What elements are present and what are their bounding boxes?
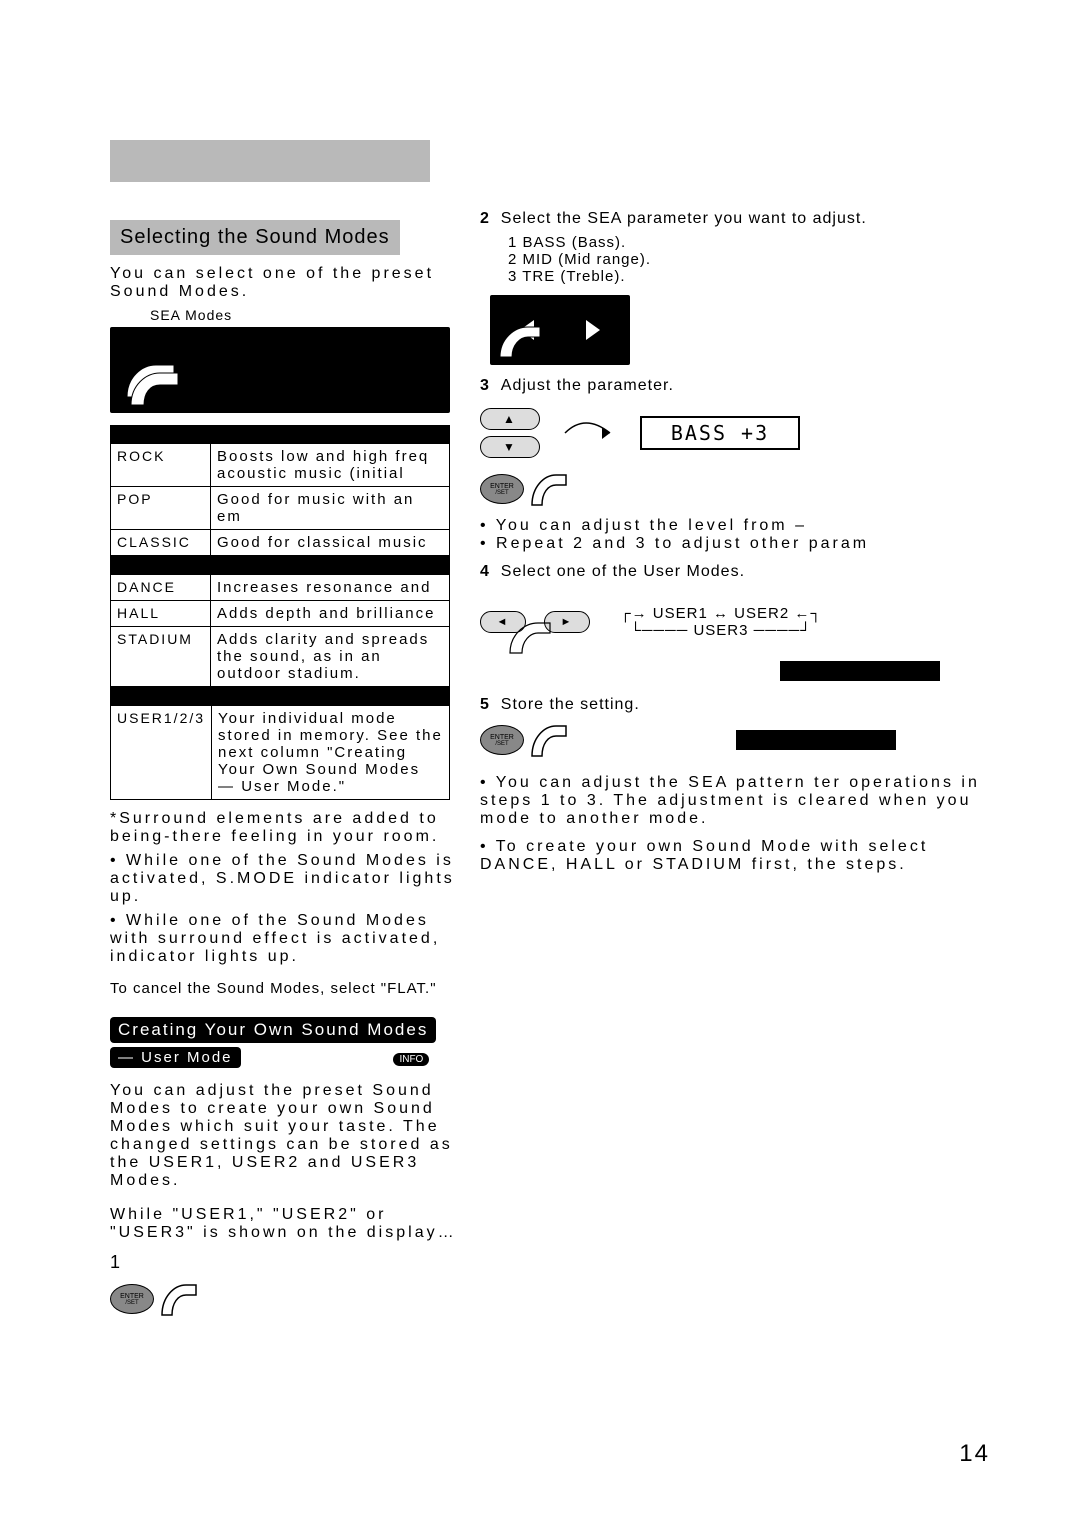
step-2-text: Select the SEA parameter you want to adj… bbox=[501, 210, 867, 227]
table-header-1 bbox=[110, 425, 450, 443]
sea-modes-label: SEA Modes bbox=[150, 307, 470, 323]
param-bass: 1 BASS (Bass). bbox=[508, 234, 1000, 251]
set-label: /SET bbox=[125, 1300, 138, 1306]
enter-set-button[interactable]: ENTER /SET bbox=[110, 1284, 154, 1314]
up-button[interactable]: ▲ bbox=[480, 408, 540, 430]
black-strip-1 bbox=[780, 661, 940, 681]
step-3-text: Adjust the parameter. bbox=[501, 377, 674, 394]
mode-desc: Adds clarity and spreads the sound, as i… bbox=[211, 627, 450, 687]
set-label: /SET bbox=[495, 741, 508, 747]
table-header-3 bbox=[110, 687, 450, 705]
section-title: Selecting the Sound Modes bbox=[110, 220, 400, 255]
mode-desc: Boosts low and high freq acoustic music … bbox=[211, 444, 450, 487]
smode-note: • While one of the Sound Modes is activa… bbox=[110, 852, 470, 906]
enter-label: ENTER bbox=[490, 483, 514, 490]
top-gray-bar bbox=[110, 140, 430, 182]
mode-name: DANCE bbox=[111, 575, 211, 601]
intro-text: You can select one of the preset Sound M… bbox=[110, 265, 470, 301]
mode-desc: Increases resonance and bbox=[211, 575, 450, 601]
param-mid: 2 MID (Mid range). bbox=[508, 251, 1000, 268]
step-5-text: Store the setting. bbox=[501, 696, 640, 713]
enter-set-button[interactable]: ENTER /SET bbox=[480, 474, 524, 504]
level-note: • You can adjust the level from – bbox=[480, 517, 1000, 535]
set-label: /SET bbox=[495, 490, 508, 496]
step-1-number: 1 bbox=[110, 1252, 470, 1273]
step-2: 2 Select the SEA parameter you want to a… bbox=[480, 210, 1000, 228]
surround-indicator-note: • While one of the Sound Modes with surr… bbox=[110, 912, 470, 966]
hand-icon bbox=[160, 1279, 200, 1319]
enter-set-button[interactable]: ENTER /SET bbox=[480, 725, 524, 755]
surround-create-note: • To create your own Sound Mode with sel… bbox=[480, 838, 1000, 874]
page-number: 14 bbox=[959, 1440, 990, 1468]
mode-name: HALL bbox=[111, 601, 211, 627]
user-mode-cycle: ┌→ USER1 ↔ USER2 ←┐ └──── USER3 ────┘ bbox=[620, 605, 822, 639]
create-body-1: You can adjust the preset Sound Modes to… bbox=[110, 1082, 470, 1190]
table-row: DANCE Increases resonance and bbox=[111, 575, 450, 601]
finger-icon bbox=[122, 357, 182, 405]
mode-name: USER1/2/3 bbox=[111, 706, 212, 800]
table-header-2 bbox=[110, 556, 450, 574]
mode-name: CLASSIC bbox=[111, 530, 211, 556]
mode-desc: Your individual mode stored in memory. S… bbox=[212, 706, 450, 800]
down-button[interactable]: ▼ bbox=[480, 436, 540, 458]
step-3: 3 Adjust the parameter. bbox=[480, 377, 1000, 395]
pattern-note: • You can adjust the SEA pattern ter ope… bbox=[480, 774, 1000, 828]
table-row: CLASSIC Good for classical music bbox=[111, 530, 450, 556]
mode-desc: Adds depth and brilliance bbox=[211, 601, 450, 627]
table-row: ROCK Boosts low and high freq acoustic m… bbox=[111, 444, 450, 487]
enter-label: ENTER bbox=[490, 734, 514, 741]
create-subtitle: — User Mode bbox=[110, 1047, 241, 1068]
hand-icon bbox=[530, 720, 570, 760]
cancel-text: To cancel the Sound Modes, select "FLAT.… bbox=[110, 980, 470, 997]
sound-modes-table: ROCK Boosts low and high freq acoustic m… bbox=[110, 443, 450, 556]
info-badge: INFO bbox=[393, 1053, 429, 1066]
hand-icon bbox=[530, 469, 570, 509]
hand-icon bbox=[480, 587, 590, 657]
param-tre: 3 TRE (Treble). bbox=[508, 268, 1000, 285]
surround-note: *Surround elements are added to being-th… bbox=[110, 810, 470, 846]
user-cycle-top: USER1 ↔ USER2 bbox=[653, 605, 789, 622]
display-readout: BASS +3 bbox=[640, 416, 800, 450]
sound-modes-table-2: DANCE Increases resonance and HALL Adds … bbox=[110, 574, 450, 687]
repeat-note: • Repeat 2 and 3 to adjust other param bbox=[480, 535, 1000, 553]
left-right-panel bbox=[490, 295, 630, 365]
create-title: Creating Your Own Sound Modes bbox=[110, 1017, 436, 1043]
table-row: HALL Adds depth and brilliance bbox=[111, 601, 450, 627]
remote-panel bbox=[110, 327, 450, 413]
step-5: 5 Store the setting. bbox=[480, 696, 1000, 714]
enter-label: ENTER bbox=[120, 1293, 144, 1300]
cursor-pad[interactable]: ◄ ► bbox=[480, 587, 590, 657]
lr-arrows-icon bbox=[490, 295, 630, 365]
mode-name: STADIUM bbox=[111, 627, 211, 687]
step-4-text: Select one of the User Modes. bbox=[501, 563, 745, 580]
create-body-2: While "USER1," "USER2" or "USER3" is sho… bbox=[110, 1206, 470, 1242]
table-row: STADIUM Adds clarity and spreads the sou… bbox=[111, 627, 450, 687]
arrow-to-display-icon bbox=[560, 403, 620, 463]
mode-name: ROCK bbox=[111, 444, 211, 487]
step-4: 4 Select one of the User Modes. bbox=[480, 563, 1000, 581]
user-cycle-bot: USER3 bbox=[693, 622, 748, 639]
mode-name: POP bbox=[111, 487, 211, 530]
table-row: USER1/2/3 Your individual mode stored in… bbox=[111, 706, 450, 800]
mode-desc: Good for classical music bbox=[211, 530, 450, 556]
table-row: POP Good for music with an em bbox=[111, 487, 450, 530]
black-strip-2 bbox=[736, 730, 896, 750]
sound-modes-table-3: USER1/2/3 Your individual mode stored in… bbox=[110, 705, 450, 800]
mode-desc: Good for music with an em bbox=[211, 487, 450, 530]
